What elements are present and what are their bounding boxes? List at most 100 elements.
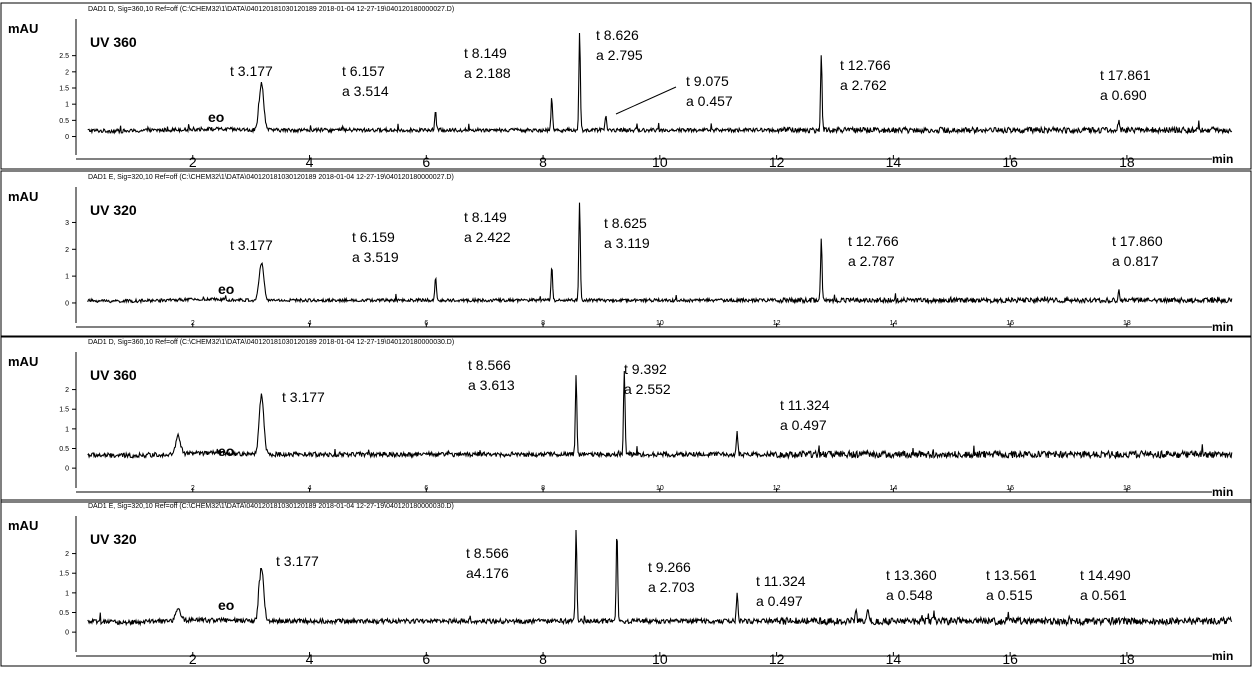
y-axis-unit: mAU (8, 189, 38, 204)
panel-border (0, 335, 1252, 503)
x-tick-label: 16 (1002, 154, 1018, 170)
signal-trace (87, 529, 1233, 627)
peak-annotation: t 8.566 a 3.613 (468, 357, 515, 393)
y-tick-label: 2 (65, 69, 69, 76)
peak-annotation: t 17.861 a 0.690 (1100, 67, 1151, 103)
peak-annotation: t 9.266 a 2.703 (648, 559, 695, 595)
x-axis-unit: min (1212, 152, 1233, 166)
signal-label: UV 360 (90, 34, 137, 50)
peak-annotation: t 3.177 (230, 63, 273, 79)
retention-time-label: t 12.766 (840, 57, 891, 73)
retention-time-label: t 8.625 (604, 215, 647, 231)
x-tick-label: 4 (308, 320, 312, 327)
peak-annotation: t 3.177 (230, 237, 273, 253)
peak-annotation: t 8.625 a 3.119 (604, 215, 650, 251)
area-label: a 0.561 (1080, 587, 1127, 603)
retention-time-label: t 9.075 (686, 73, 729, 89)
signal-trace (87, 202, 1233, 305)
chromatogram-panel: DAD1 D, Sig=360,10 Ref=off (C:\CHEM32\1\… (0, 2, 1252, 170)
annotation-leader-line (615, 86, 677, 115)
x-axis-unit: min (1212, 320, 1233, 334)
peak-annotation: t 6.157 a 3.514 (342, 63, 389, 99)
area-label: a 0.497 (780, 417, 827, 433)
peak-annotation: t 17.860 a 0.817 (1112, 233, 1163, 269)
y-axis-unit: mAU (8, 518, 38, 533)
x-tick-label: 18 (1119, 651, 1135, 667)
x-tick-label: 18 (1119, 154, 1135, 170)
peak-annotation: t 3.177 (276, 553, 319, 569)
retention-time-label: t 6.159 (352, 229, 395, 245)
area-label: a 0.690 (1100, 87, 1147, 103)
x-tick-label: 8 (541, 320, 545, 327)
y-tick-label: 1 (65, 426, 69, 433)
peak-annotation: t 12.766 a 2.762 (840, 57, 891, 93)
area-label: a 0.548 (886, 587, 933, 603)
x-tick-label: 10 (656, 320, 664, 327)
retention-time-label: t 9.266 (648, 559, 691, 575)
x-tick-label: 6 (424, 320, 428, 327)
y-axis-unit: mAU (8, 21, 38, 36)
signal-trace (87, 370, 1233, 460)
retention-time-label: t 3.177 (276, 553, 319, 569)
area-label: a 0.817 (1112, 253, 1159, 269)
panel-header: DAD1 E, Sig=320,10 Ref=off (C:\CHEM32\1\… (88, 174, 454, 181)
area-label: a 0.457 (686, 93, 733, 109)
retention-time-label: t 6.157 (342, 63, 385, 79)
signal-label: UV 320 (90, 531, 137, 547)
x-axis-unit: min (1212, 649, 1233, 663)
y-tick-label: 3 (65, 220, 69, 227)
y-tick-label: 2 (65, 387, 69, 394)
area-label: a 2.795 (596, 47, 643, 63)
panel-border (0, 499, 1252, 667)
retention-time-label: t 3.177 (230, 237, 273, 253)
area-label: a 2.422 (464, 229, 511, 245)
area-label: a 2.762 (840, 77, 887, 93)
peak-annotation: t 13.360 a 0.548 (886, 567, 937, 603)
retention-time-label: t 8.566 (468, 357, 511, 373)
x-tick-label: 2 (191, 485, 195, 492)
y-tick-label: 1.5 (59, 407, 69, 414)
x-tick-label: 2 (191, 320, 195, 327)
peak-annotation: t 14.490 a 0.561 (1080, 567, 1131, 603)
signal-trace (87, 32, 1233, 135)
area-label: a4.176 (466, 565, 509, 581)
eo-label: eo (218, 443, 234, 459)
area-label: a 3.514 (342, 83, 389, 99)
retention-time-label: t 9.392 (624, 361, 667, 377)
signal-label: UV 320 (90, 202, 137, 218)
x-tick-label: 4 (306, 154, 314, 170)
area-label: a 3.613 (468, 377, 515, 393)
panel-border (0, 2, 1252, 170)
eo-label: eo (218, 597, 234, 613)
y-tick-label: 0.5 (59, 610, 69, 617)
peak-annotation: t 8.626 a 2.795 (596, 27, 643, 63)
x-tick-label: 2 (189, 651, 197, 667)
x-tick-label: 10 (652, 154, 668, 170)
area-label: a 3.519 (352, 249, 399, 265)
y-tick-label: 2 (65, 551, 69, 558)
retention-time-label: t 8.566 (466, 545, 509, 561)
panel-header: DAD1 D, Sig=360,10 Ref=off (C:\CHEM32\1\… (88, 339, 454, 346)
x-tick-label: 8 (541, 485, 545, 492)
x-axis-unit: min (1212, 485, 1233, 499)
peak-annotation: t 8.566 a4.176 (466, 545, 509, 581)
retention-time-label: t 8.626 (596, 27, 639, 43)
x-tick-label: 4 (306, 651, 314, 667)
x-tick-label: 12 (769, 651, 785, 667)
peak-annotation: t 6.159 a 3.519 (352, 229, 399, 265)
y-tick-label: 1 (65, 274, 69, 281)
retention-time-label: t 14.490 (1080, 567, 1131, 583)
x-tick-label: 4 (308, 485, 312, 492)
retention-time-label: t 3.177 (230, 63, 273, 79)
peak-annotation: t 13.561 a 0.515 (986, 567, 1037, 603)
area-label: a 2.703 (648, 579, 695, 595)
x-tick-label: 12 (773, 320, 781, 327)
area-label: a 3.119 (604, 235, 650, 251)
retention-time-label: t 8.149 (464, 45, 507, 61)
y-tick-label: 0 (65, 630, 69, 637)
x-tick-label: 10 (652, 651, 668, 667)
eo-label: eo (218, 281, 234, 297)
x-tick-label: 18 (1123, 485, 1131, 492)
